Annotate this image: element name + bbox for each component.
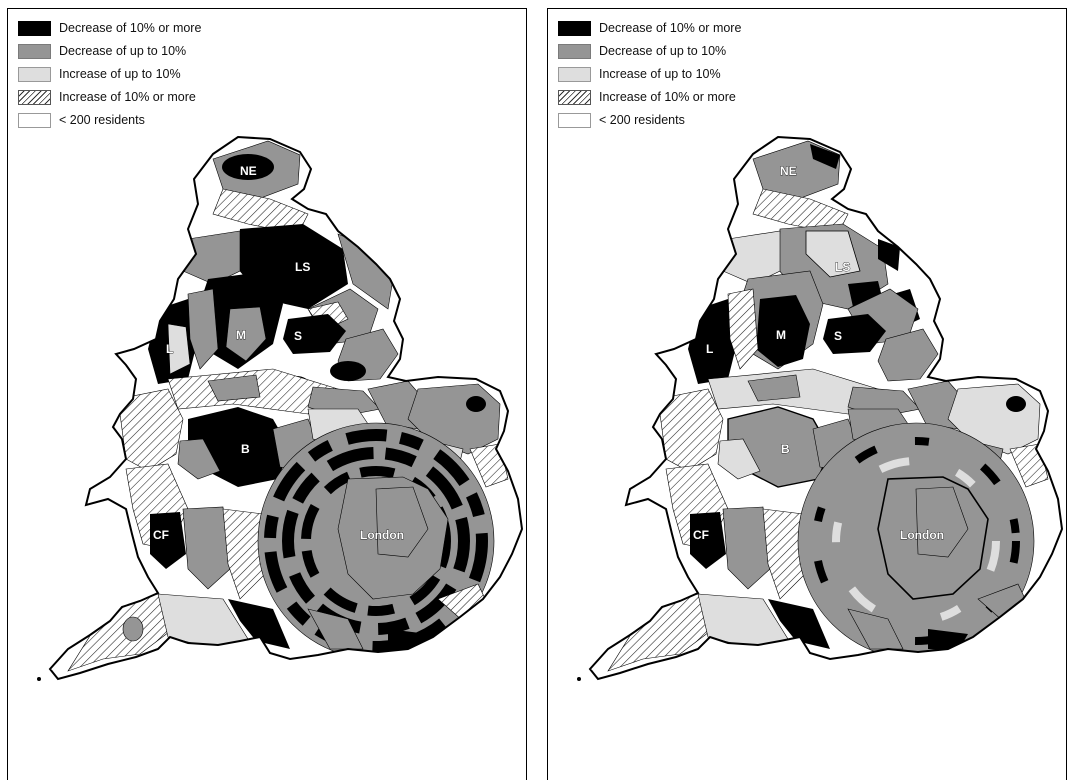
label-s: S [294, 329, 302, 343]
label-b: B [781, 442, 790, 456]
legend-label: Increase of 10% or more [59, 90, 196, 104]
legend-swatch-white [558, 113, 591, 128]
legend-swatch-dark-grey [558, 44, 591, 59]
label-ne: NE [780, 164, 797, 178]
legend-label: Decrease of up to 10% [59, 44, 187, 58]
label-ne: NE [240, 164, 257, 178]
label-m: M [776, 328, 786, 342]
legend-swatch-dark-grey [18, 44, 51, 59]
legend-swatch-black [18, 21, 51, 36]
legend-label: Decrease of 10% or more [599, 21, 742, 35]
island-dot [577, 677, 581, 681]
label-cf: CF [693, 528, 709, 542]
map-panel-left: Decrease of 10% or more Decrease of up t… [7, 8, 527, 780]
legend-swatch-hatched [558, 90, 591, 105]
label-ls: LS [835, 260, 850, 274]
label-b: B [241, 442, 250, 456]
city-labels: NE LS M S L B CF London [693, 164, 945, 543]
cartogram-map: NE LS M S L B CF London [577, 136, 1063, 681]
legend-label: < 200 residents [59, 113, 145, 127]
legend-label: Decrease of 10% or more [59, 21, 202, 35]
island-dot [37, 677, 41, 681]
legend-swatch-black [558, 21, 591, 36]
legend-swatch-hatched [18, 90, 51, 105]
legend-swatch-light-grey [18, 67, 51, 82]
label-s: S [834, 329, 842, 343]
label-l: L [166, 342, 173, 356]
legend-label: Increase of up to 10% [59, 67, 181, 81]
region-fills [590, 137, 1062, 679]
legend-label: < 200 residents [599, 113, 685, 127]
legend-label: Increase of up to 10% [599, 67, 721, 81]
label-cf: CF [153, 528, 169, 542]
label-m: M [236, 328, 246, 342]
label-london: London [360, 528, 404, 542]
legend-swatch-white [18, 113, 51, 128]
city-labels: NE LS M S L B CF London [153, 164, 405, 543]
legend-label: Increase of 10% or more [599, 90, 736, 104]
legend-swatch-light-grey [558, 67, 591, 82]
label-l: L [706, 342, 713, 356]
label-london: London [900, 528, 944, 542]
map-panel-right: Decrease of 10% or more Decrease of up t… [547, 8, 1067, 780]
legend-label: Decrease of up to 10% [599, 44, 727, 58]
region-fills [50, 137, 522, 679]
cartogram-map: NE LS M S L B CF London [37, 136, 523, 681]
label-ls: LS [295, 260, 310, 274]
